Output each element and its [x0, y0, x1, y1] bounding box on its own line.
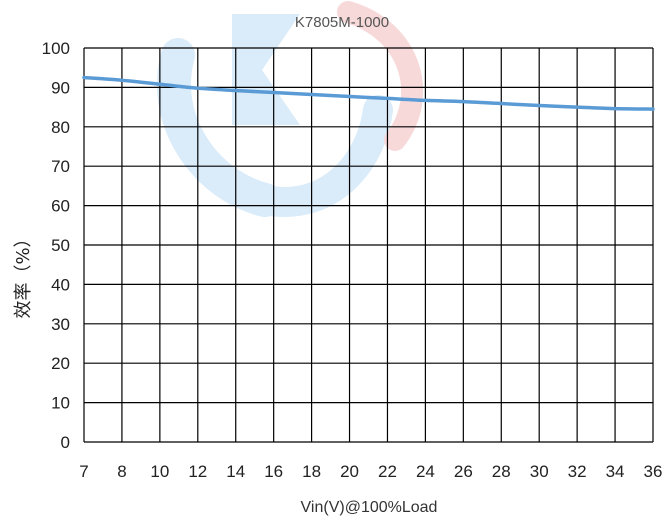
y-tick-label: 70 [51, 157, 70, 176]
x-tick-label: 18 [302, 462, 321, 481]
x-tick-label: 22 [378, 462, 397, 481]
x-tick-label: 10 [150, 462, 169, 481]
x-tick-label: 8 [117, 462, 126, 481]
watermark-blue-arc [157, 38, 282, 217]
y-tick-label: 90 [51, 78, 70, 97]
x-tick-label: 28 [492, 462, 511, 481]
y-tick-label: 60 [51, 197, 70, 216]
x-tick-label: 12 [188, 462, 207, 481]
y-tick-label: 20 [51, 354, 70, 373]
x-tick-label: 20 [340, 462, 359, 481]
x-axis-ticks: 7 8 10 12 14 16 18 20 22 24 26 28 30 32 34 36 [79, 462, 662, 481]
x-axis-label: Vin(V)@100%Load [301, 499, 438, 516]
x-tick-label: 34 [606, 462, 625, 481]
plot-grid [83, 47, 654, 443]
y-tick-label: 0 [61, 433, 70, 452]
efficiency-series-line [82, 75, 655, 111]
y-axis-ticks: 0 10 20 30 40 50 60 70 80 90 100 [42, 39, 70, 452]
y-tick-label: 50 [51, 236, 70, 255]
x-tick-label: 7 [79, 462, 88, 481]
x-tick-label: 16 [264, 462, 283, 481]
watermark-blue-arc-2 [250, 95, 393, 217]
watermark-red-arc [337, 1, 424, 151]
y-tick-label: 80 [51, 118, 70, 137]
y-tick-label: 40 [51, 275, 70, 294]
watermark-blue-wedge [232, 14, 300, 125]
chart-title: K7805M-1000 [295, 14, 389, 31]
series-lines [82, 75, 655, 111]
x-tick-label: 30 [530, 462, 549, 481]
y-tick-label: 100 [42, 39, 70, 58]
x-tick-label: 26 [454, 462, 473, 481]
x-tick-label: 36 [644, 462, 663, 481]
y-tick-label: 30 [51, 315, 70, 334]
x-tick-label: 32 [568, 462, 587, 481]
x-tick-label: 14 [226, 462, 245, 481]
y-tick-label: 10 [51, 394, 70, 413]
watermark-logo [157, 1, 424, 217]
y-axis-label: 效率（%） [13, 229, 34, 318]
x-tick-label: 24 [416, 462, 435, 481]
